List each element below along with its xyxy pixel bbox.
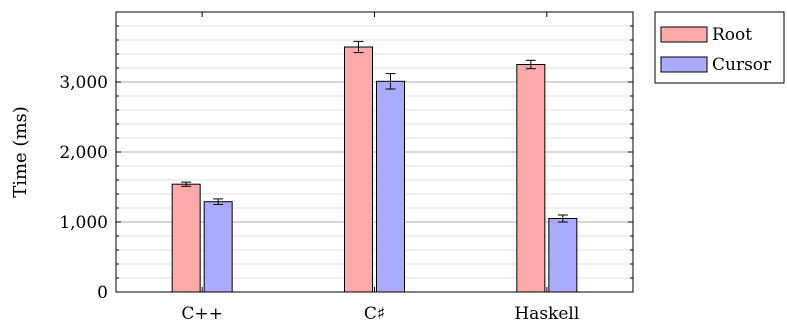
error-bar-root-2 xyxy=(525,59,536,70)
bars xyxy=(171,46,578,293)
legend-label-cursor: Cursor xyxy=(712,55,772,75)
legend-swatch-root xyxy=(660,26,708,43)
legend: Root Cursor xyxy=(654,11,785,84)
x-tick-label: Haskell xyxy=(514,304,579,324)
error-bar-cursor-0 xyxy=(213,198,224,205)
y-tick-label: 1,000 xyxy=(59,213,108,233)
x-tick-labels: C++ C♯ Haskell xyxy=(181,304,579,324)
bar-root-1 xyxy=(344,46,373,293)
axis-ticks xyxy=(116,12,633,293)
y-axis-label: Time (ms) xyxy=(10,106,31,198)
bar-root-2 xyxy=(516,64,546,293)
error-bar-cursor-1 xyxy=(385,73,396,90)
bar-root-0 xyxy=(171,183,201,293)
legend-swatch-cursor xyxy=(660,56,708,73)
error-bars xyxy=(181,40,568,223)
bar-cursor-2 xyxy=(548,218,578,293)
legend-label-root: Root xyxy=(712,25,752,45)
x-tick-label: C♯ xyxy=(364,304,385,324)
y-tick-label: 2,000 xyxy=(59,143,108,163)
y-tick-labels: 0 1,000 2,000 3,000 xyxy=(59,73,108,303)
error-bar-cursor-2 xyxy=(557,214,568,223)
x-tick-label: C++ xyxy=(181,304,223,324)
grid-lines xyxy=(116,25,633,279)
bar-cursor-0 xyxy=(203,201,233,293)
y-tick-label: 0 xyxy=(97,283,108,303)
bar-cursor-1 xyxy=(376,80,405,293)
error-bar-root-0 xyxy=(181,181,192,187)
error-bar-root-1 xyxy=(353,40,364,54)
y-tick-label: 3,000 xyxy=(59,73,108,93)
